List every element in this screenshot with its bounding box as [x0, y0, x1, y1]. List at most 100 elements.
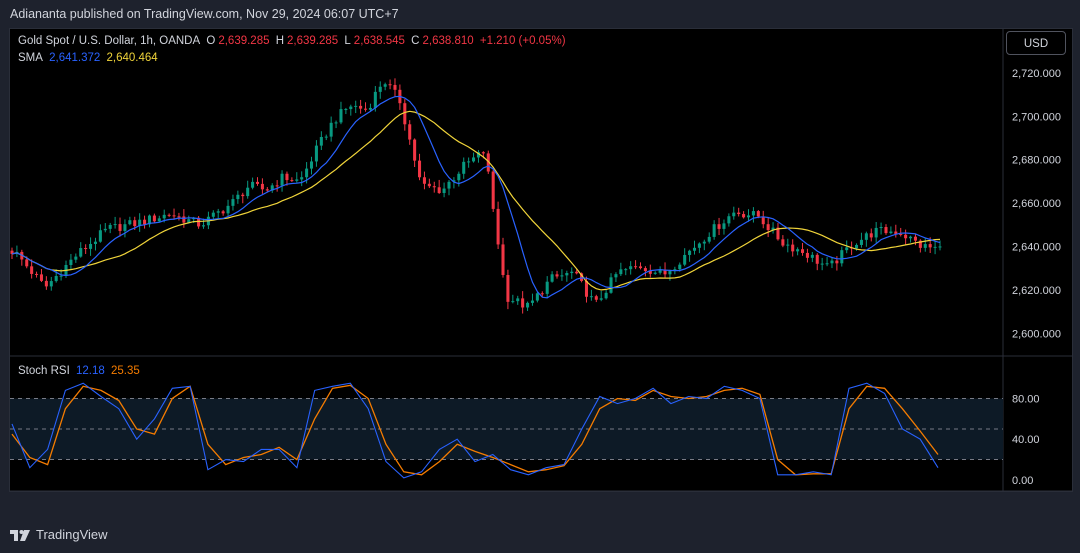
candle-body[interactable] [580, 273, 584, 281]
candle-body[interactable] [30, 266, 34, 274]
candle-body[interactable] [216, 211, 220, 213]
candle-body[interactable] [678, 264, 682, 270]
candle-body[interactable] [368, 107, 372, 110]
candle-body[interactable] [113, 224, 117, 226]
candle-body[interactable] [530, 300, 534, 303]
candle-body[interactable] [300, 177, 304, 180]
candle-body[interactable] [575, 271, 579, 274]
candle-body[interactable] [638, 266, 643, 269]
candle-body[interactable] [138, 219, 142, 227]
candle-body[interactable] [746, 215, 751, 218]
candle-body[interactable] [388, 84, 392, 86]
candle-body[interactable] [545, 281, 549, 294]
candle-body[interactable] [280, 173, 284, 186]
candle-body[interactable] [79, 248, 83, 257]
candle-body[interactable] [378, 86, 382, 92]
candle-body[interactable] [884, 227, 888, 234]
candle-body[interactable] [688, 250, 692, 255]
candle-body[interactable] [354, 105, 358, 107]
candle-body[interactable] [624, 269, 628, 271]
candle-body[interactable] [152, 215, 156, 222]
candle-body[interactable] [506, 274, 510, 302]
candle-body[interactable] [157, 218, 161, 222]
candle-body[interactable] [182, 216, 186, 223]
candle-body[interactable] [496, 208, 500, 245]
candle-body[interactable] [93, 241, 97, 244]
candle-body[interactable] [118, 224, 122, 231]
sma-slow-line[interactable] [11, 110, 941, 291]
candle-body[interactable] [668, 271, 672, 275]
candle-body[interactable] [442, 188, 446, 194]
candle-body[interactable] [609, 277, 613, 293]
candle-body[interactable] [584, 280, 588, 297]
candle-body[interactable] [226, 205, 230, 214]
candle-body[interactable] [418, 160, 422, 178]
candle-body[interactable] [427, 183, 431, 187]
candle-body[interactable] [462, 161, 466, 174]
candle-body[interactable] [255, 181, 260, 184]
candle-body[interactable] [874, 227, 878, 238]
candle-body[interactable] [491, 171, 495, 209]
candle-body[interactable] [918, 240, 922, 248]
candle-body[interactable] [324, 136, 328, 138]
candle-body[interactable] [84, 248, 88, 250]
stoch-rsi-k-line[interactable] [11, 382, 939, 479]
candle-body[interactable] [776, 227, 780, 240]
candle-body[interactable] [634, 266, 638, 268]
candle-body[interactable] [732, 212, 736, 217]
candle-body[interactable] [869, 233, 873, 238]
candle-body[interactable] [604, 292, 608, 299]
candle-body[interactable] [147, 215, 152, 225]
candle-body[interactable] [285, 173, 289, 181]
candle-body[interactable] [928, 244, 932, 248]
candle-body[interactable] [408, 124, 412, 140]
candle-body[interactable] [663, 269, 667, 275]
candle-body[interactable] [550, 274, 554, 282]
candle-body[interactable] [25, 259, 29, 267]
candle-body[interactable] [894, 231, 898, 234]
candle-body[interactable] [756, 211, 760, 217]
candle-body[interactable] [692, 247, 697, 251]
candle-body[interactable] [786, 244, 790, 246]
sma-fast-line[interactable] [11, 95, 941, 299]
candle-body[interactable] [727, 216, 731, 224]
candle-body[interactable] [751, 211, 755, 216]
candle-body[interactable] [521, 298, 525, 308]
candle-body[interactable] [658, 269, 662, 273]
candle-body[interactable] [133, 220, 137, 227]
candle-body[interactable] [810, 254, 814, 258]
stoch-rsi-d-line[interactable] [11, 384, 939, 476]
candle-body[interactable] [251, 181, 255, 188]
candle-body[interactable] [864, 233, 868, 240]
candle-body[interactable] [108, 224, 112, 229]
stoch-rsi-legend[interactable]: Stoch RSI 12.18 25.35 [18, 365, 143, 377]
candle-body[interactable] [820, 263, 824, 265]
candle-body[interactable] [162, 214, 166, 219]
candle-body[interactable] [241, 194, 245, 197]
candle-body[interactable] [742, 214, 746, 218]
candle-body[interactable] [393, 84, 397, 90]
candle-body[interactable] [69, 259, 73, 266]
candle-body[interactable] [128, 220, 132, 225]
candle-body[interactable] [938, 246, 942, 248]
candle-body[interactable] [594, 296, 598, 300]
candle-body[interactable] [825, 263, 829, 265]
candle-body[interactable] [800, 249, 805, 253]
candle-body[interactable] [339, 109, 343, 123]
candle-body[interactable] [413, 139, 417, 161]
candle-body[interactable] [570, 271, 574, 274]
candle-body[interactable] [275, 185, 279, 187]
candle-body[interactable] [197, 217, 201, 227]
candle-body[interactable] [913, 236, 917, 241]
candle-body[interactable] [457, 173, 461, 181]
candle-body[interactable] [187, 219, 191, 223]
candle-body[interactable] [781, 239, 785, 246]
candle-body[interactable] [555, 274, 559, 277]
candle-body[interactable] [123, 224, 127, 231]
candle-body[interactable] [712, 224, 716, 237]
candle-body[interactable] [59, 275, 63, 277]
candle-body[interactable] [35, 273, 39, 275]
candle-body[interactable] [54, 275, 58, 282]
symbol-title[interactable]: Gold Spot / U.S. Dollar, 1h, OANDA [18, 35, 201, 47]
candle-body[interactable] [265, 189, 269, 191]
